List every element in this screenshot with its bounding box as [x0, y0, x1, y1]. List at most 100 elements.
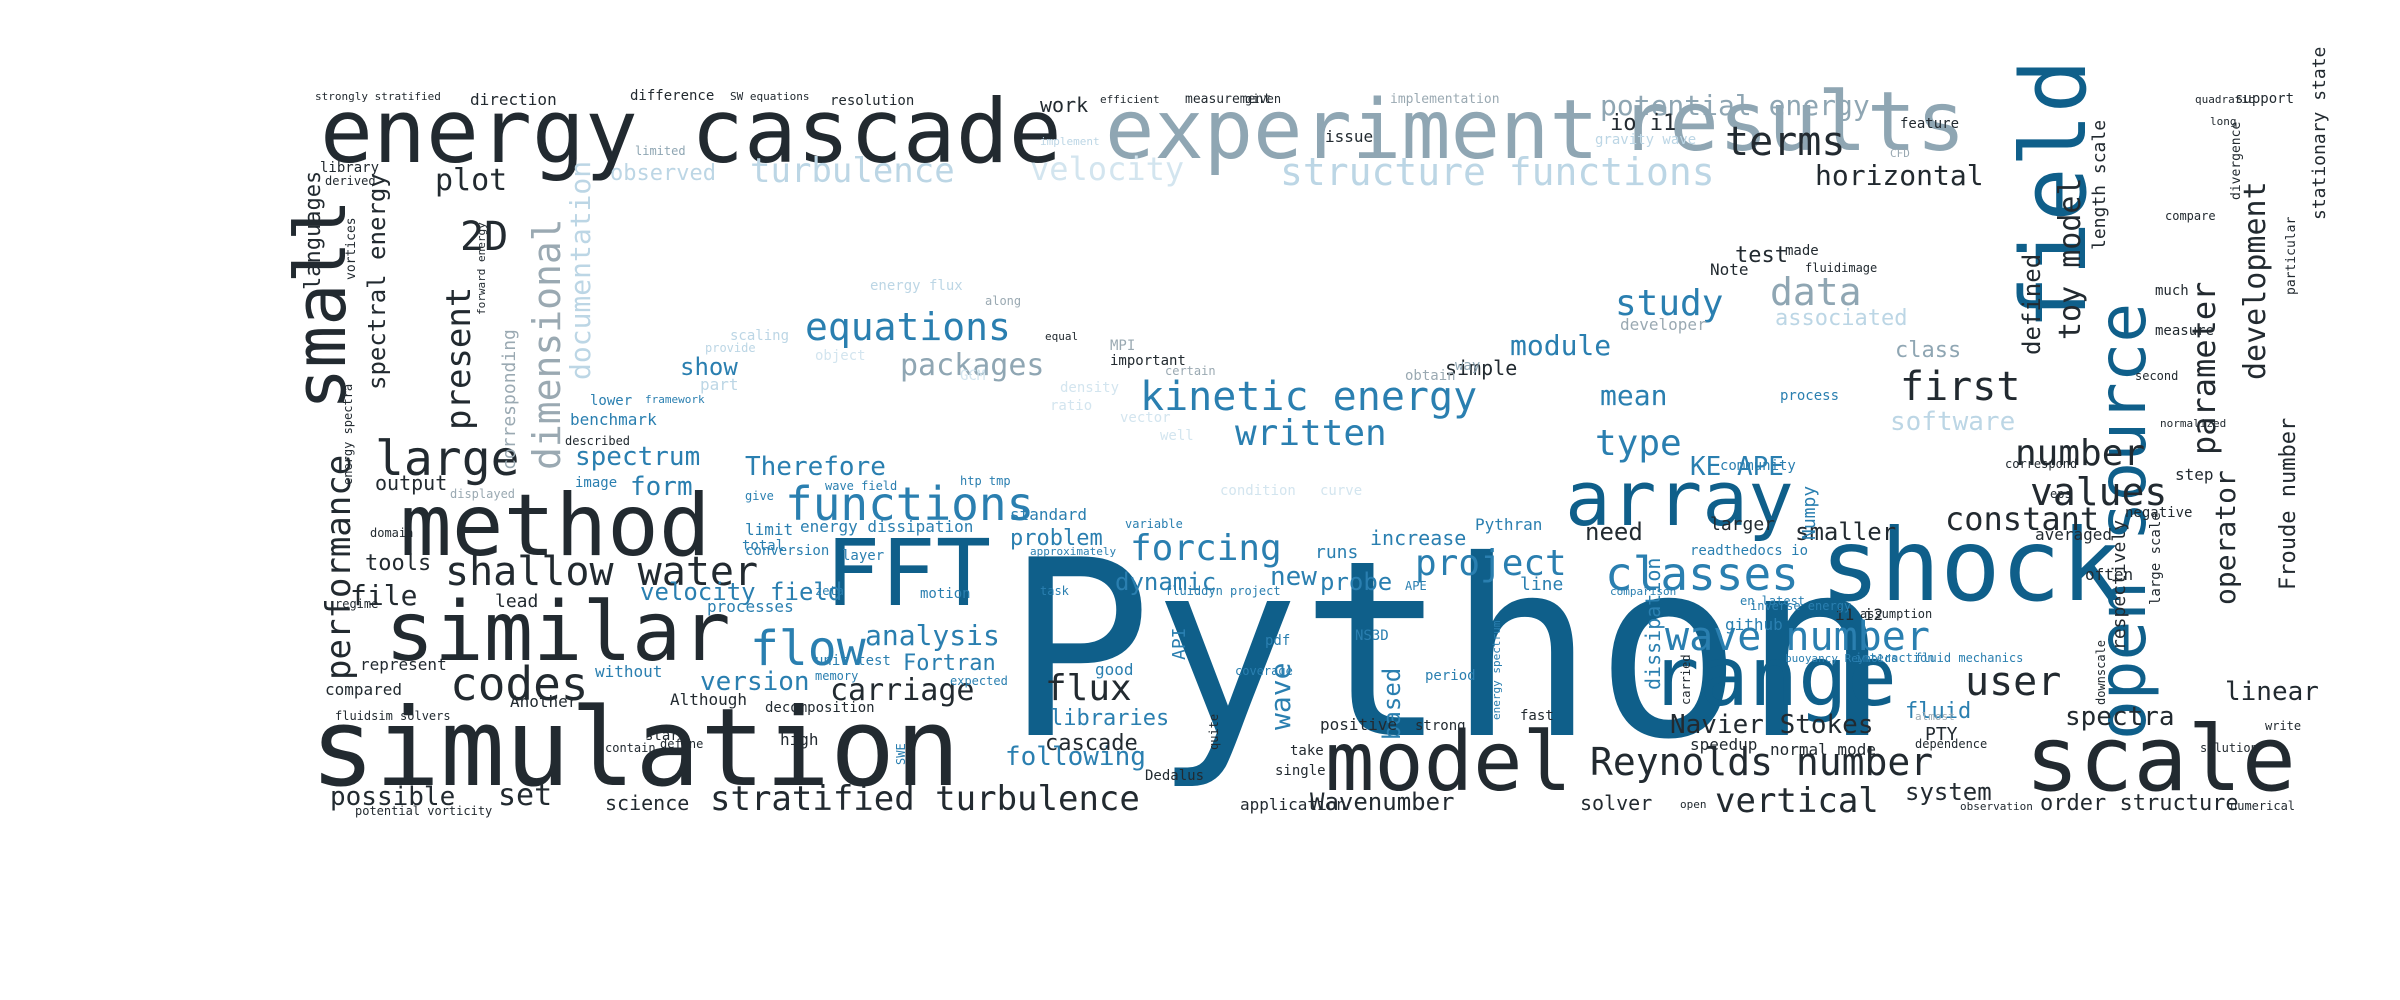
cloud-word: possible — [330, 782, 455, 812]
cloud-word: NS3D — [1355, 628, 1389, 644]
cloud-word: implement — [1040, 135, 1100, 148]
cloud-word: resolution — [830, 93, 914, 109]
cloud-word: measure — [2155, 323, 2214, 339]
cloud-word: strongly stratified — [315, 90, 441, 103]
cloud-word: Wavenumber — [1310, 788, 1455, 816]
cloud-word: limit — [745, 520, 793, 539]
cloud-word: wave field — [825, 479, 897, 493]
cloud-word: stationary state — [2309, 47, 2330, 220]
cloud-word: gravity wave — [1595, 132, 1696, 148]
cloud-word: numerical — [2230, 799, 2295, 813]
cloud-word: runs — [1315, 542, 1358, 563]
cloud-word: increase — [1370, 526, 1466, 550]
cloud-word: energy cascade — [320, 80, 1062, 183]
cloud-word: operator — [2209, 470, 2242, 605]
cloud-word: derived — [325, 174, 376, 188]
cloud-word: fast — [1520, 708, 1554, 724]
cloud-word: condition — [1220, 483, 1296, 499]
cloud-word: divergence — [2229, 122, 2244, 200]
cloud-word: process — [1780, 388, 1839, 404]
cloud-word: open source — [2084, 303, 2161, 740]
cloud-word: interaction — [1855, 651, 1934, 665]
cloud-word: regime — [335, 597, 378, 611]
cloud-word: user — [1965, 659, 2061, 705]
cloud-word: fluid mechanics — [1915, 651, 2023, 665]
cloud-word: strong — [1415, 718, 1466, 734]
cloud-word: fluid — [1905, 699, 1971, 724]
cloud-word: good — [1095, 660, 1134, 679]
cloud-word: give — [745, 489, 774, 503]
cloud-word: way — [1455, 358, 1480, 374]
cloud-word: results — [1620, 75, 1966, 170]
cloud-word: important — [1110, 353, 1186, 369]
cloud-word: linear — [2225, 677, 2319, 707]
cloud-word: version — [700, 667, 810, 697]
cloud-word: define — [660, 737, 703, 751]
cloud-word: dependence — [1915, 737, 1987, 751]
cloud-word: wave — [1264, 663, 1297, 730]
cloud-word: vector — [1120, 410, 1171, 426]
cloud-word: developer — [1620, 315, 1707, 334]
cloud-word: en latest — [1740, 594, 1805, 608]
cloud-word: energy spectrum — [1490, 620, 1503, 720]
cloud-word: energy dissipation — [800, 517, 973, 536]
cloud-word: feature — [1900, 116, 1959, 132]
cloud-word: Numpy — [1799, 486, 1820, 540]
cloud-word: velocity field — [640, 578, 842, 606]
cloud-word: analysis — [865, 619, 1000, 652]
cloud-word: dynamic — [1115, 568, 1216, 596]
cloud-word: energy spectra — [341, 384, 355, 485]
cloud-word: variable — [1125, 517, 1183, 531]
cloud-word: buoyancy Reynolds — [1785, 652, 1898, 665]
cloud-word: simple — [1445, 356, 1517, 380]
cloud-word: coverage — [1235, 664, 1293, 678]
cloud-word: documentation — [564, 161, 597, 380]
cloud-word: processes — [707, 597, 794, 616]
cloud-word: provide — [705, 341, 756, 355]
cloud-word: range — [1650, 630, 1897, 725]
cloud-word: libraries — [1050, 706, 1169, 731]
cloud-word: task — [1040, 584, 1070, 598]
cloud-word: 2D — [460, 214, 508, 260]
cloud-word: motion — [920, 586, 971, 602]
cloud-word: compare — [2165, 209, 2216, 223]
cloud-word: order structure — [2040, 791, 2239, 816]
cloud-word: large — [375, 431, 520, 487]
cloud-word: correspond — [2005, 457, 2077, 471]
cloud-word: quite — [1207, 714, 1221, 750]
cloud-word: spectra — [2065, 702, 2175, 732]
cloud-word: represent — [360, 655, 447, 674]
cloud-word: inverse energy — [1750, 599, 1851, 613]
cloud-word: difference — [630, 88, 714, 104]
cloud-word: stratified turbulence — [710, 779, 1140, 819]
cloud-word: period — [1425, 668, 1476, 684]
cloud-word: averaged — [2035, 525, 2112, 544]
cloud-word: curve — [1320, 483, 1362, 499]
cloud-word: shock — [1820, 507, 2121, 624]
cloud-word: decomposition — [765, 700, 875, 716]
cloud-word: smaller — [1795, 518, 1896, 546]
cloud-word: PTY — [1925, 724, 1958, 745]
cloud-word: FFT — [825, 520, 991, 627]
cloud-word: domain — [370, 526, 413, 540]
cloud-word: high — [780, 730, 819, 749]
cloud-word: zeta — [815, 584, 844, 598]
cloud-word: htp tmp — [960, 474, 1011, 488]
cloud-word: spectral energy — [363, 173, 391, 390]
cloud-word: implementation — [1390, 92, 1500, 107]
cloud-word: eps — [2050, 487, 2072, 501]
cloud-word: normal mode — [1770, 740, 1876, 759]
cloud-word: type — [1595, 423, 1682, 464]
cloud-word: Fortran — [903, 651, 996, 676]
cloud-word: particular — [2284, 217, 2299, 295]
cloud-word: image — [575, 475, 617, 491]
cloud-word: measurement — [1185, 92, 1271, 107]
cloud-word: unit test — [815, 653, 891, 669]
cloud-word: probe — [1320, 568, 1392, 596]
cloud-word: respectively — [2109, 520, 2130, 650]
cloud-word: issue — [1325, 127, 1373, 146]
cloud-word: given — [1245, 92, 1281, 106]
cloud-word: fluidimage — [1805, 261, 1877, 275]
cloud-word: described — [565, 434, 630, 448]
